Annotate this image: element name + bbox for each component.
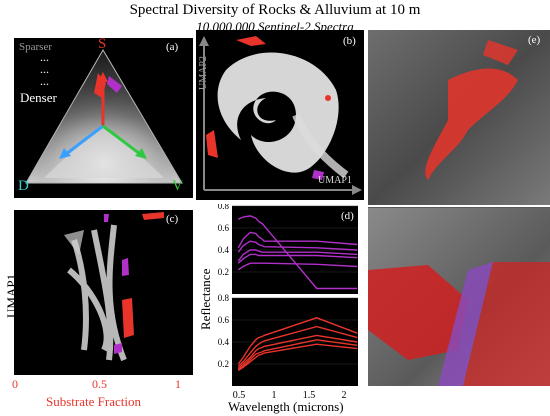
spectrum-line-bottom-2 [237, 325, 358, 367]
sat-red-bottom [368, 265, 468, 360]
figure-title: Spectral Diversity of Rocks & Alluvium a… [129, 2, 421, 18]
vertex-v: V [172, 178, 183, 194]
panel-d-xlabel: Wavelength (microns) [228, 399, 344, 414]
dense-cloud [44, 128, 164, 178]
x-tick-label: 0.5 [233, 390, 246, 401]
umap-tail [292, 113, 349, 179]
dots-2: ... [40, 62, 49, 76]
x-tick-label: 1.5 [303, 390, 316, 401]
frac-magenta-low [114, 343, 122, 354]
umap-red-dot [325, 95, 331, 101]
panel-e-image [368, 30, 550, 386]
sparser-label: Sparser [19, 41, 52, 53]
panel-d: 0.8 0.6 0.4 0.2 0.8 0.6 0.4 0.2 0.5 1 1.5 2 [218, 204, 358, 401]
y-tick-label: 0.6 [218, 223, 230, 233]
sat-red-top [425, 68, 518, 180]
frac-red-top [142, 212, 164, 220]
umap1-arrowhead [352, 185, 362, 195]
panel-b: UMAP2 UMAP1 (b) [196, 30, 364, 200]
panel-b-graphic [199, 36, 362, 195]
arrow-v [102, 124, 141, 156]
spectrum-line-top-1 [238, 215, 358, 290]
panel-d-top-plot [232, 205, 358, 290]
panel-d-label: (d) [341, 210, 354, 222]
y-tick-label: 0.4 [218, 245, 230, 255]
frac-magenta-mid [122, 258, 129, 276]
panel-e-label: (e) [528, 34, 541, 46]
x-tick-label: 1 [272, 390, 277, 401]
spectrum-line-bottom-4 [237, 339, 358, 371]
y-tick-label: 0.2 [218, 267, 229, 277]
umap2-label: UMAP2 [198, 56, 209, 90]
sat-red-band [463, 262, 550, 386]
panel-c-graphic [64, 212, 164, 362]
panel-c-tick-1: 1 [175, 377, 181, 391]
panel-c-label: (c) [166, 213, 179, 225]
arrow-d-head [59, 148, 71, 159]
sat-red-ridge [483, 40, 518, 65]
panel-c-xlabel: Substrate Fraction [46, 394, 141, 409]
dots-1: ... [40, 50, 49, 64]
fraction-cloud-top [64, 230, 84, 255]
magenta-cluster [107, 76, 122, 93]
y-tick-label: 0.8 [218, 293, 230, 303]
arrow-v-head [135, 148, 147, 159]
spectrum-line-top-3 [237, 240, 358, 253]
umap-magenta [312, 170, 324, 180]
panel-b-label: (b) [343, 35, 356, 47]
x-tick-label: 2 [342, 390, 347, 401]
umap-red-top [236, 36, 266, 46]
y-tick-label: 0.6 [218, 315, 230, 325]
panel-c: (c) [14, 210, 193, 375]
y-tick-label: 0.4 [218, 337, 230, 347]
denser-label: Denser [20, 90, 57, 105]
y-tick-label: 0.8 [218, 204, 230, 211]
panel-d-bottom-plot [232, 297, 358, 372]
arrow-s-head [98, 72, 108, 82]
umap-red-left [206, 130, 218, 158]
panel-d-axes: 0.8 0.6 0.4 0.2 0.8 0.6 0.4 0.2 0.5 1 1.5 2 [218, 204, 347, 401]
panel-c-tick-0: 0 [12, 377, 18, 391]
panel-c-ylabel: UMAP1 [4, 273, 19, 318]
spectrum-line-bottom-1 [237, 317, 358, 365]
arrow-d [65, 124, 104, 156]
panel-a: Sparser ... ... ... Denser S D V (a) [14, 38, 193, 198]
panel-c-tick-05: 0.5 [92, 377, 107, 391]
panel-a-graphic [25, 49, 183, 184]
panel-e: (e) [368, 30, 550, 386]
spectrum-line-bottom-3 [237, 334, 358, 369]
panel-a-label: (a) [166, 41, 179, 53]
spectrum-line-bottom-5 [237, 343, 358, 372]
umap1-label: UMAP1 [318, 175, 352, 186]
umap2-arrowhead [199, 36, 209, 46]
sat-purple-band [438, 262, 493, 386]
spectrum-line-top-5 [237, 253, 358, 264]
spectrum-line-top-4 [237, 249, 358, 262]
frac-magenta-top [104, 214, 109, 222]
fraction-cloud [67, 224, 127, 362]
dots-3: ... [40, 74, 49, 88]
y-tick-label: 0.2 [218, 359, 229, 369]
frac-red-mid [122, 298, 134, 338]
spectrum-line-top-2 [237, 231, 358, 249]
vertex-s: S [98, 38, 107, 52]
vertex-d: D [18, 178, 29, 194]
spectrum-line-top-6 [237, 262, 358, 271]
